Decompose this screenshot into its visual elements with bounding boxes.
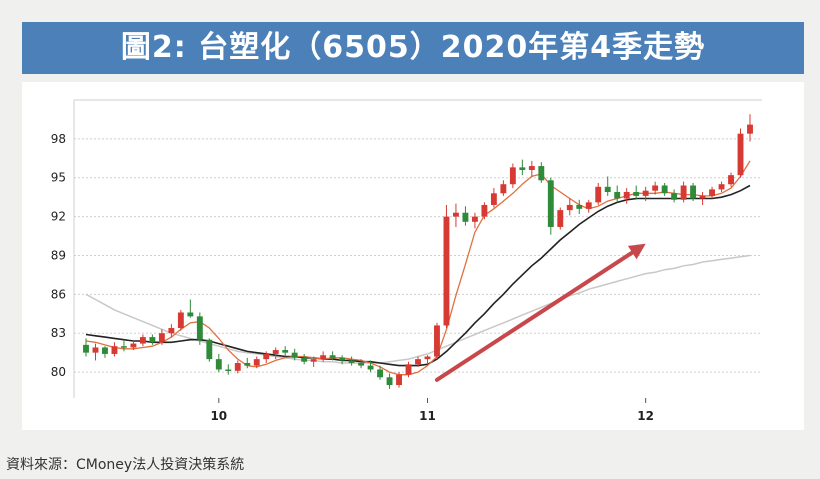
candle-body (139, 337, 146, 344)
candle-body (263, 353, 270, 360)
candle-body (215, 359, 222, 370)
candle-body (490, 193, 497, 205)
candle-body (557, 210, 564, 227)
candle-body (528, 166, 535, 170)
candle-body (424, 356, 431, 360)
candle-body (83, 344, 89, 353)
candle-body (92, 347, 99, 353)
candle-body (642, 190, 649, 196)
candle-body (453, 212, 459, 217)
candle-body (547, 180, 554, 227)
x-tick-label: 10 (210, 409, 227, 423)
candlestick-chart: 80 83 86 89 92 95 98 10 11 12 (51, 99, 762, 423)
candle-body (604, 186, 611, 192)
candle-body (614, 191, 621, 199)
candle-body (576, 204, 583, 209)
y-tick-label: 83 (51, 326, 66, 340)
candle-body (158, 333, 165, 343)
candle-body (206, 339, 213, 360)
candle-body (339, 357, 346, 361)
candle-body (102, 347, 108, 354)
candle-body (690, 185, 697, 199)
candle-body (633, 191, 640, 196)
candle-body (282, 350, 289, 353)
candle-body (671, 193, 678, 200)
candle-body (595, 186, 602, 203)
candle-body (244, 363, 251, 366)
candle-body (310, 359, 317, 362)
candle-body (434, 325, 440, 357)
candle-body (396, 374, 402, 386)
candle-body (272, 350, 279, 354)
candle-body (187, 312, 194, 317)
trend-arrow-head (627, 243, 646, 260)
candle-body (130, 343, 137, 348)
candle-body (538, 166, 545, 181)
candle-body (519, 167, 526, 170)
candle-body (196, 316, 203, 340)
candle-body (168, 328, 175, 334)
candle-body (471, 216, 478, 222)
candle-body (500, 184, 507, 194)
candle-body (234, 363, 241, 371)
candle-body (111, 346, 118, 354)
candle-body (680, 185, 687, 200)
candle-body (348, 360, 355, 364)
candle-body (623, 191, 630, 199)
candle-body (699, 195, 706, 199)
y-tick-label: 86 (51, 287, 66, 301)
ma-mid-line (85, 184, 751, 367)
candle-body (320, 355, 327, 360)
ma-long-line (85, 254, 751, 364)
source-note: 資料來源：CMoney法人投資決策系統 (6, 457, 245, 473)
trend-arrow-shaft (434, 250, 635, 382)
candle-body (737, 133, 744, 176)
candle-body (149, 337, 156, 343)
candle-body (367, 365, 374, 370)
candle-body (121, 346, 127, 348)
plot-panel: 80 83 86 89 92 95 98 10 11 12 (22, 82, 804, 430)
y-tick-label: 95 (51, 171, 66, 185)
candle-body (358, 363, 365, 366)
candle-body (253, 359, 260, 366)
candle-body (443, 216, 450, 326)
y-tick-label: 89 (51, 248, 66, 262)
candle-body (585, 202, 592, 209)
candle-body (415, 359, 421, 365)
candle-body (405, 364, 412, 375)
candle-body (747, 124, 753, 134)
candle-body (177, 312, 184, 329)
candle-body (291, 352, 298, 358)
ma-short-line (85, 160, 751, 376)
candle-body (462, 212, 469, 222)
x-tick-label: 12 (637, 409, 654, 423)
y-tick-label: 92 (51, 210, 66, 224)
candle-body (377, 369, 383, 378)
candle-body (661, 185, 668, 194)
candle-body (301, 357, 308, 362)
candle-body (566, 204, 573, 211)
y-tick-label: 80 (51, 365, 66, 379)
candle-body (718, 184, 725, 190)
x-tick-label: 11 (419, 409, 436, 423)
candle-body (652, 185, 659, 191)
candle-body (509, 167, 516, 185)
candle-body (481, 204, 488, 217)
candle-body (329, 355, 336, 358)
candle-body (386, 377, 393, 386)
candle-body (225, 369, 232, 371)
candle-body (728, 175, 734, 185)
y-tick-label: 98 (51, 132, 66, 146)
chart-title: 圖2: 台塑化（6505）2020年第4季走勢 (22, 22, 804, 74)
candle-body (709, 189, 715, 196)
